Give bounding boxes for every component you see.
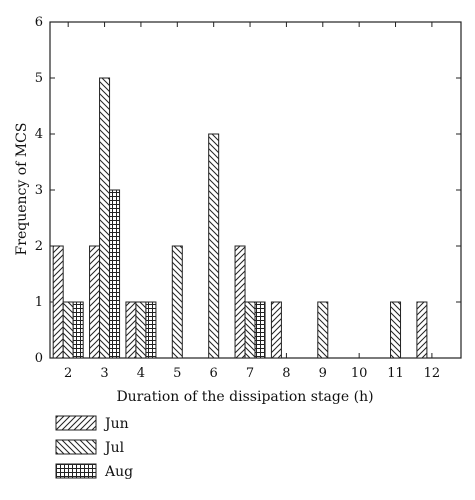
legend-swatch-jun xyxy=(55,415,97,431)
y-axis: 0 1 2 3 4 5 6 xyxy=(35,15,461,366)
x-tick-label: 7 xyxy=(246,366,254,381)
bar-jun xyxy=(234,245,246,359)
x-tick-label: 12 xyxy=(424,366,441,381)
x-tick-label: 5 xyxy=(173,366,181,381)
legend: Jun Jul Aug xyxy=(55,415,133,480)
legend-label-jun: Jun xyxy=(103,416,129,432)
bar-jun xyxy=(416,301,428,359)
bar-jul xyxy=(171,245,183,359)
x-tick-label: 11 xyxy=(387,366,404,381)
bar-jul xyxy=(317,301,329,359)
bar-jun xyxy=(52,245,64,359)
y-axis-title: Frequency of MCS xyxy=(14,123,30,256)
legend-label-aug: Aug xyxy=(104,464,133,480)
x-tick-label: 3 xyxy=(100,366,108,381)
y-tick-label: 5 xyxy=(35,71,43,86)
x-tick-label: 8 xyxy=(282,366,290,381)
bar-jul xyxy=(208,133,220,359)
bar-jul xyxy=(135,301,147,359)
legend-label-jul: Jul xyxy=(103,440,125,456)
bar-jun xyxy=(89,245,101,359)
x-tick-label: 4 xyxy=(137,366,145,381)
legend-swatch-jul xyxy=(55,439,97,455)
bar-jul xyxy=(62,301,74,359)
y-tick-label: 1 xyxy=(35,295,43,310)
bar-jun xyxy=(125,301,137,359)
x-tick-label: 2 xyxy=(64,366,72,381)
x-axis-title: Duration of the dissipation stage (h) xyxy=(116,389,373,405)
bars xyxy=(52,77,428,359)
y-tick-label: 2 xyxy=(35,239,43,254)
bar-aug xyxy=(109,189,121,359)
x-tick-label: 10 xyxy=(351,366,368,381)
y-tick-label: 0 xyxy=(35,351,43,366)
x-tick-label: 9 xyxy=(319,366,327,381)
bar-aug xyxy=(254,301,266,359)
y-tick-label: 3 xyxy=(35,183,43,198)
bar-jun xyxy=(270,301,282,359)
x-tick-label: 6 xyxy=(210,366,218,381)
bar-jul xyxy=(244,301,256,359)
bar-aug xyxy=(72,301,84,359)
bar-jul xyxy=(99,77,111,359)
y-tick-label: 6 xyxy=(35,15,43,30)
legend-swatch-aug xyxy=(55,463,97,479)
bar-jul xyxy=(390,301,402,359)
bar-aug xyxy=(145,301,157,359)
y-tick-label: 4 xyxy=(35,127,43,142)
